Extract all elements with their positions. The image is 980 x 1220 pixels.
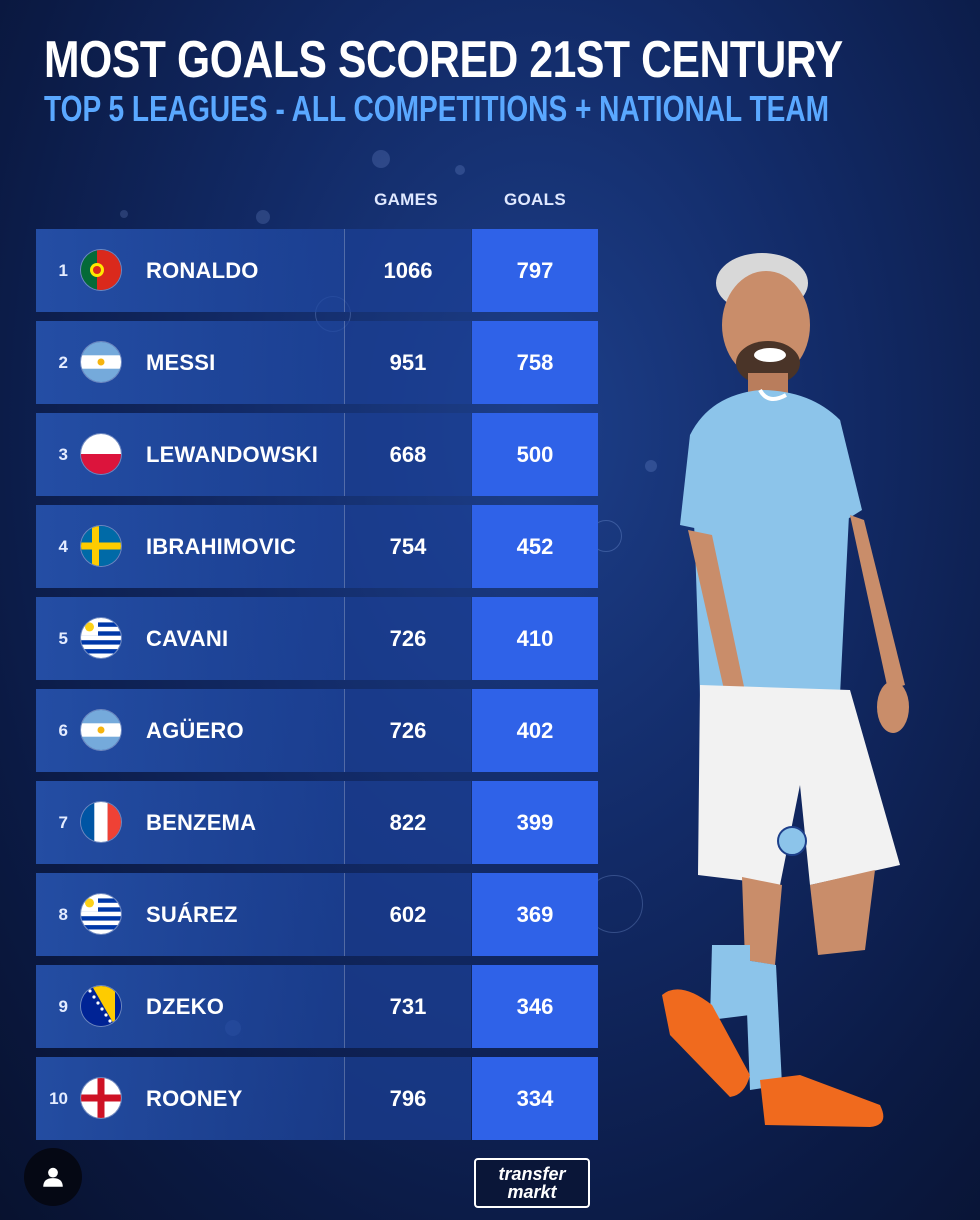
goals-value: 402 bbox=[472, 689, 598, 772]
poland-flag-icon bbox=[81, 434, 121, 474]
rank-number: 1 bbox=[58, 260, 68, 280]
games-value: 726 bbox=[344, 689, 471, 772]
goals-value: 797 bbox=[472, 229, 598, 312]
goals-value: 410 bbox=[472, 597, 598, 680]
page-title: MOST GOALS SCORED 21ST CENTURY bbox=[44, 31, 843, 89]
user-icon bbox=[43, 1167, 63, 1187]
player-name: IBRAHIMOVIC bbox=[146, 533, 297, 559]
rank-number: 4 bbox=[58, 536, 68, 556]
player-name: ROONEY bbox=[146, 1085, 243, 1111]
player-cell: 4 IBRAHIMOVIC bbox=[36, 505, 344, 588]
table-row: 6 AGÜERO 726 402 bbox=[36, 689, 598, 772]
player-name: LEWANDOWSKI bbox=[146, 441, 319, 467]
portugal-flag-icon bbox=[81, 250, 121, 290]
games-value: 726 bbox=[344, 597, 471, 680]
bubble-decoration bbox=[645, 460, 657, 472]
argentina-flag-icon bbox=[81, 710, 121, 750]
player-cell: 10 ROONEY bbox=[36, 1057, 344, 1140]
player-photo bbox=[650, 245, 970, 1135]
player-cell: 5 CAVANI bbox=[36, 597, 344, 680]
rank-number: 6 bbox=[58, 720, 68, 740]
player-cell: 9 DZEKO bbox=[36, 965, 344, 1048]
games-value: 731 bbox=[344, 965, 471, 1048]
argentina-flag-icon bbox=[81, 342, 121, 382]
games-value: 602 bbox=[344, 873, 471, 956]
goals-column-header: GOALS bbox=[504, 190, 566, 209]
table-row: 9 DZEKO 731 346 bbox=[36, 965, 598, 1048]
games-value: 796 bbox=[344, 1057, 471, 1140]
rank-number: 8 bbox=[58, 904, 68, 924]
bubble-decoration bbox=[120, 210, 128, 218]
rank-number: 10 bbox=[49, 1088, 68, 1108]
table-row: 7 BENZEMA 822 399 bbox=[36, 781, 598, 864]
table-row: 3 LEWANDOWSKI 668 500 bbox=[36, 413, 598, 496]
table-row: 1 RONALDO 1066 797 bbox=[36, 229, 598, 312]
table-row: 4 IBRAHIMOVIC 754 452 bbox=[36, 505, 598, 588]
table-row: 10 ROONEY 796 334 bbox=[36, 1057, 598, 1140]
bubble-decoration bbox=[372, 150, 390, 168]
ranking-table: 1 RONALDO 1066 797 2 MESSI 951 758 3 LEW… bbox=[36, 229, 598, 1149]
rank-number: 3 bbox=[58, 444, 68, 464]
rank-number: 5 bbox=[58, 628, 68, 648]
uruguay-flag-icon bbox=[81, 894, 121, 934]
table-row: 5 CAVANI 726 410 bbox=[36, 597, 598, 680]
games-value: 1066 bbox=[344, 229, 471, 312]
goals-value: 758 bbox=[472, 321, 598, 404]
games-value: 951 bbox=[344, 321, 471, 404]
logo-line-2: markt bbox=[507, 1182, 557, 1202]
goals-value: 399 bbox=[472, 781, 598, 864]
games-value: 822 bbox=[344, 781, 471, 864]
goals-value: 346 bbox=[472, 965, 598, 1048]
player-name: RONALDO bbox=[146, 257, 259, 283]
rank-number: 2 bbox=[58, 352, 68, 372]
player-name: DZEKO bbox=[146, 993, 224, 1019]
transfermarkt-logo: transfer markt bbox=[474, 1158, 590, 1208]
table-row: 2 MESSI 951 758 bbox=[36, 321, 598, 404]
logo-line-1: transfer bbox=[498, 1164, 566, 1184]
player-name: AGÜERO bbox=[146, 717, 244, 743]
rank-number: 7 bbox=[58, 812, 68, 832]
goals-value: 334 bbox=[472, 1057, 598, 1140]
player-cell: 1 RONALDO bbox=[36, 229, 344, 312]
player-name: SUÁREZ bbox=[146, 901, 238, 927]
bosnia-flag-icon bbox=[81, 986, 121, 1026]
player-cell: 8 SUÁREZ bbox=[36, 873, 344, 956]
page-subtitle: TOP 5 LEAGUES - ALL COMPETITIONS + NATIO… bbox=[44, 88, 830, 129]
goals-value: 369 bbox=[472, 873, 598, 956]
games-value: 754 bbox=[344, 505, 471, 588]
games-column-header: GAMES bbox=[374, 190, 438, 209]
player-cell: 3 LEWANDOWSKI bbox=[36, 413, 344, 496]
sweden-flag-icon bbox=[81, 526, 121, 566]
goals-value: 500 bbox=[472, 413, 598, 496]
player-cell: 7 BENZEMA bbox=[36, 781, 344, 864]
player-name: CAVANI bbox=[146, 625, 229, 651]
player-name: MESSI bbox=[146, 349, 216, 375]
games-value: 668 bbox=[344, 413, 471, 496]
avatar[interactable] bbox=[24, 1148, 82, 1206]
player-name: BENZEMA bbox=[146, 809, 257, 835]
uruguay-flag-icon bbox=[81, 618, 121, 658]
rank-number: 9 bbox=[58, 996, 68, 1016]
table-row: 8 SUÁREZ 602 369 bbox=[36, 873, 598, 956]
player-cell: 6 AGÜERO bbox=[36, 689, 344, 772]
france-flag-icon bbox=[81, 802, 121, 842]
bubble-decoration bbox=[256, 210, 270, 224]
bubble-decoration bbox=[455, 165, 465, 175]
goals-value: 452 bbox=[472, 505, 598, 588]
player-cell: 2 MESSI bbox=[36, 321, 344, 404]
england-flag-icon bbox=[81, 1078, 121, 1118]
